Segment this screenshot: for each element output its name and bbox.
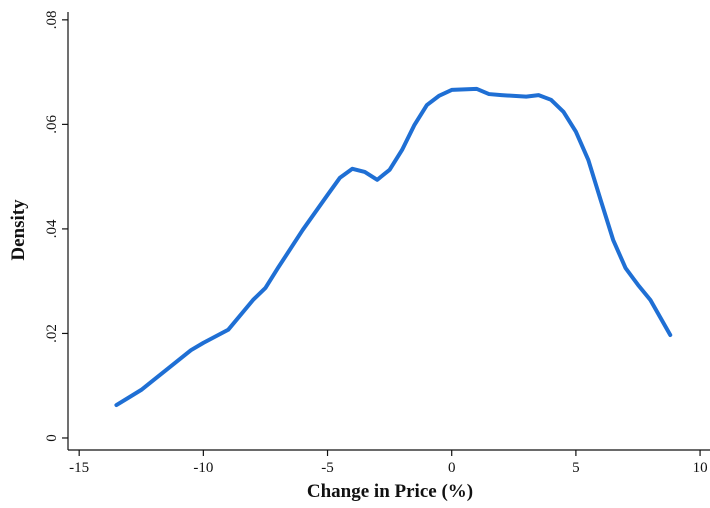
x-tick-label: 5 [572, 460, 580, 476]
x-tick-label: 0 [448, 460, 456, 476]
density-line [114, 86, 673, 408]
x-tick-label: -5 [321, 460, 334, 476]
y-tick-label: 0 [44, 434, 60, 442]
x-tick-label: -15 [69, 460, 89, 476]
y-axis-title: Density [8, 199, 29, 261]
x-tick-label: 10 [693, 460, 708, 476]
y-tick-label: .06 [44, 114, 60, 133]
y-tick-label: .02 [44, 324, 60, 343]
y-tick-label: .08 [44, 10, 60, 29]
y-tick-label: .04 [44, 219, 60, 238]
x-tick-label: -10 [193, 460, 213, 476]
x-axis-title: Change in Price (%) [307, 481, 473, 502]
